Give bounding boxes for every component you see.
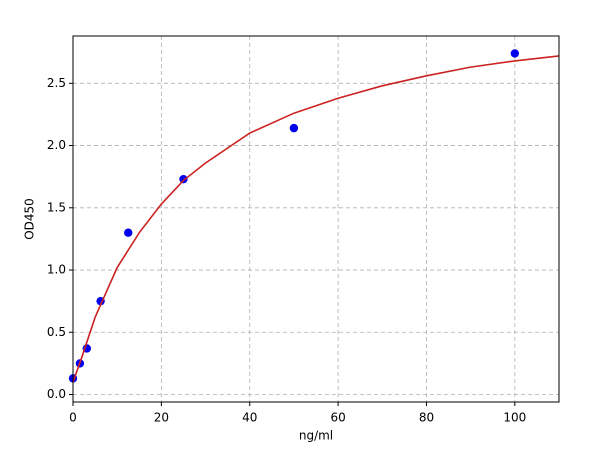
x-tick-label: 60 <box>330 411 345 425</box>
y-tick-label: 1.5 <box>47 200 66 214</box>
y-tick-label: 2.5 <box>47 76 66 90</box>
data-point <box>179 174 188 184</box>
y-tick-label: 0.0 <box>47 387 66 401</box>
y-tick-label: 2.0 <box>47 138 66 152</box>
data-point <box>510 49 520 58</box>
x-tick-label: 20 <box>154 411 169 425</box>
y-tick-label: 1.0 <box>47 263 66 277</box>
plot-frame <box>72 35 560 403</box>
x-tick-label: 40 <box>242 411 257 425</box>
x-axis-label: ng/ml <box>299 429 333 443</box>
x-tick-label: 0 <box>69 411 77 425</box>
fit-curve <box>72 55 560 383</box>
x-tick-label: 80 <box>419 411 434 425</box>
data-point <box>289 123 299 133</box>
x-tick-label: 100 <box>503 411 526 425</box>
data-point <box>124 228 133 237</box>
y-tick-label: 0.5 <box>47 325 66 339</box>
y-axis-label: OD450 <box>23 198 37 240</box>
